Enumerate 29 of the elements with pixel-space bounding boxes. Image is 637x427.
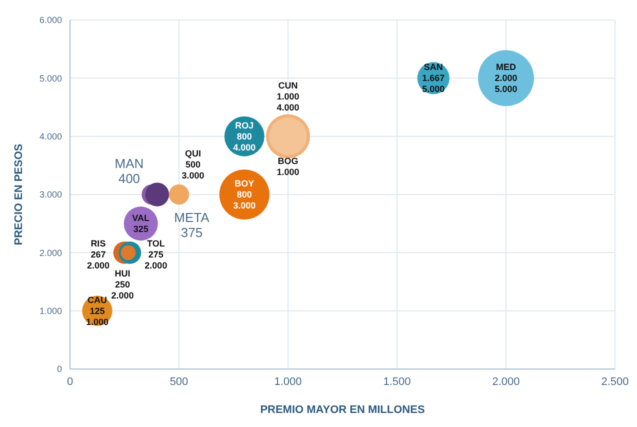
data-label: BOG 1.000 — [276, 156, 300, 177]
data-label: META 375 — [174, 210, 210, 240]
data-label: HUI 250 2.000 — [111, 268, 134, 301]
y-tick-label: 6.000 — [39, 15, 62, 26]
data-label: CUN 1.000 4.000 — [276, 80, 300, 112]
data-label: CAU 125 1.000 — [86, 294, 109, 327]
data-label: MAN 400 — [114, 156, 144, 186]
data-label: SAN 1.667 5.000 — [422, 62, 445, 94]
x-tick-label: 2.500 — [601, 376, 629, 388]
y-tick-label: 1.000 — [39, 306, 62, 316]
data-label: BOY 800 3.000 — [233, 178, 256, 210]
x-tick-label: 0 — [66, 376, 74, 388]
data-label: QUI 500 3.000 — [182, 148, 204, 180]
x-tick-label: 2.000 — [492, 376, 520, 388]
data-label: TOL 275 2.000 — [144, 238, 168, 271]
x-axis-title: PREMIO MAYOR EN MILLONES — [260, 404, 425, 416]
x-tick-label: 1.500 — [383, 376, 411, 388]
y-tick-label: 5.000 — [39, 73, 62, 84]
y-axis-title: PRECIO EN PESOS — [12, 144, 25, 246]
data-label: RIS 267 2.000 — [86, 238, 110, 271]
x-tick-label: 500 — [170, 376, 188, 388]
data-label: MED 2.000 5.000 — [494, 62, 518, 94]
y-tick-label: 3.000 — [39, 190, 62, 200]
data-label: VAL 325 — [132, 213, 150, 234]
y-tick-label: 2.000 — [39, 248, 62, 258]
y-tick-label: 4.000 — [39, 132, 62, 142]
y-tick-label: 0 — [56, 364, 62, 374]
data-label: ROJ 800 4.000 — [233, 120, 256, 152]
x-tick-label: 1.000 — [274, 376, 302, 388]
